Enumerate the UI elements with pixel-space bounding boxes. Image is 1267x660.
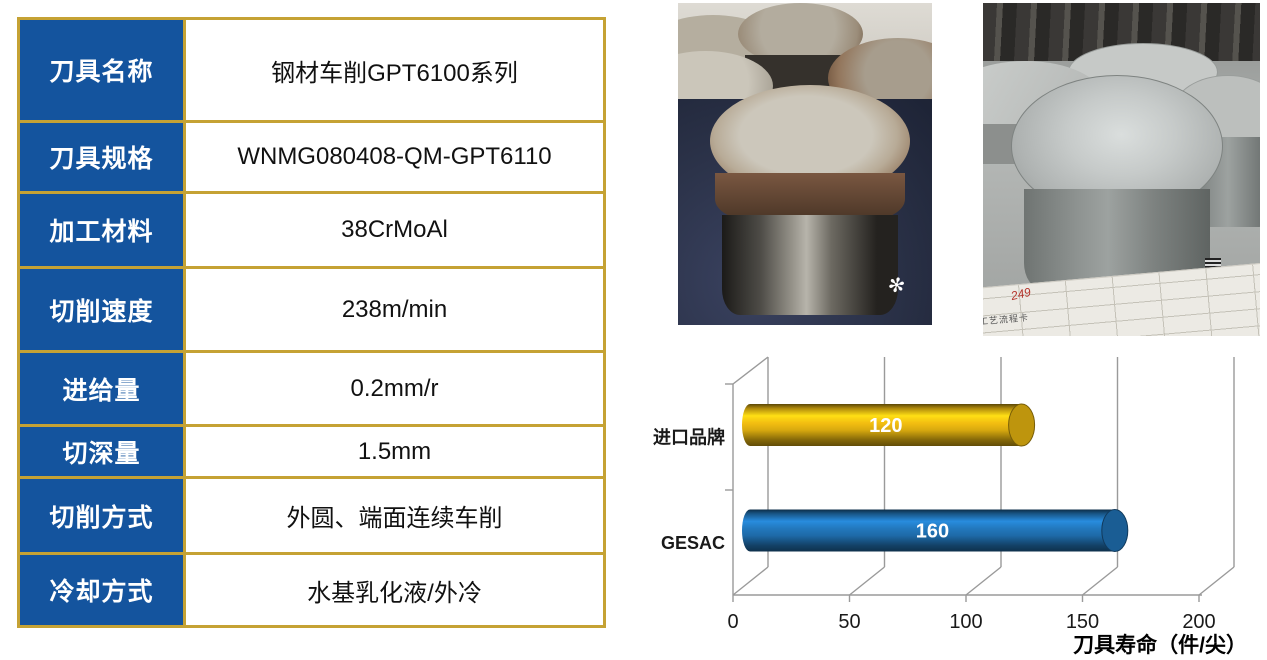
bar-value-label: 120 xyxy=(869,415,902,437)
spec-value: 水基乳化液/外冷 xyxy=(186,555,603,625)
spec-value: 0.2mm/r xyxy=(186,353,603,424)
x-tick-label: 150 xyxy=(1066,611,1099,633)
spec-value: 1.5mm xyxy=(186,427,603,476)
table-row: 进给量 0.2mm/r xyxy=(20,350,603,424)
x-tick-label: 50 xyxy=(838,611,860,633)
bar-value-label: 160 xyxy=(916,521,949,543)
table-row: 切深量 1.5mm xyxy=(20,424,603,476)
spec-label: 冷却方式 xyxy=(20,555,186,625)
raw-workpieces-photo: ✻ xyxy=(678,3,932,325)
x-axis-title: 刀具寿命（件/尖） xyxy=(1073,633,1247,657)
cylinder-shape-main xyxy=(710,85,910,315)
machined-workpiece-photo: 工艺流程卡 249 xyxy=(983,3,1260,336)
x-tick-label: 200 xyxy=(1182,611,1215,633)
x-tick-label: 100 xyxy=(949,611,982,633)
x-tick-label: 0 xyxy=(727,611,738,633)
table-row: 切削速度 238m/min xyxy=(20,266,603,350)
spec-value: 外圆、端面连续车削 xyxy=(186,479,603,552)
spec-label: 刀具名称 xyxy=(20,20,186,120)
spec-value: 238m/min xyxy=(186,269,603,350)
table-row: 加工材料 38CrMoAl xyxy=(20,191,603,266)
spec-value: WNMG080408-QM-GPT6110 xyxy=(186,123,603,191)
bar-GESAC xyxy=(742,509,1129,552)
tool-life-bar-chart: 0 50 100 150 200 120 进口品牌 160 GESAC 刀具寿命（件/尖） xyxy=(630,340,1267,660)
spec-label: 切深量 xyxy=(20,427,186,476)
spec-label: 切削速度 xyxy=(20,269,186,350)
table-row: 刀具规格 WNMG080408-QM-GPT6110 xyxy=(20,120,603,191)
category-label: GESAC xyxy=(661,533,725,553)
spec-label: 进给量 xyxy=(20,353,186,424)
bar-进口品牌 xyxy=(742,403,1036,447)
main-machined-cylinder xyxy=(1011,75,1223,289)
table-row: 切削方式 外圆、端面连续车削 xyxy=(20,476,603,552)
spec-label: 切削方式 xyxy=(20,479,186,552)
spec-value: 38CrMoAl xyxy=(186,194,603,266)
spec-table: 刀具名称 钢材车削GPT6100系列 刀具规格 WNMG080408-QM-GPT61… xyxy=(17,17,606,628)
spec-label: 刀具规格 xyxy=(20,123,186,191)
category-label: 进口品牌 xyxy=(653,427,725,448)
process-card-title: 工艺流程卡 xyxy=(983,312,1030,327)
spec-value: 钢材车削GPT6100系列 xyxy=(186,20,603,120)
spec-label: 加工材料 xyxy=(20,194,186,266)
table-row: 刀具名称 钢材车削GPT6100系列 xyxy=(20,20,603,120)
table-row: 冷却方式 水基乳化液/外冷 xyxy=(20,552,603,625)
handwritten-red-mark: 249 xyxy=(1009,284,1033,304)
